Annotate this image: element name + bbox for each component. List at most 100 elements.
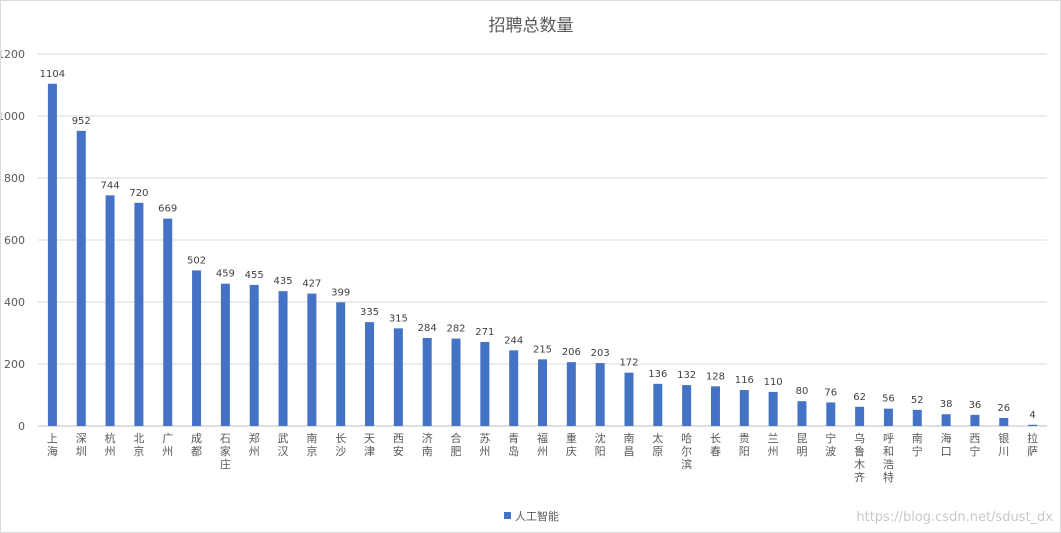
data-label: 1104 xyxy=(40,69,65,80)
bar-合肥 xyxy=(451,338,461,426)
data-label: 26 xyxy=(997,403,1010,414)
y-tick-label: 600 xyxy=(4,234,25,247)
category-label: 海口 xyxy=(941,431,952,458)
bar-拉萨 xyxy=(1028,424,1038,426)
bar-乌鲁木齐 xyxy=(855,406,865,426)
data-label: 455 xyxy=(245,270,264,281)
bar-北京 xyxy=(134,202,144,426)
data-label: 116 xyxy=(735,375,754,386)
category-label: 南昌 xyxy=(623,432,634,458)
bar-太原 xyxy=(653,383,663,426)
y-tick-label: 800 xyxy=(4,172,25,185)
bar-长沙 xyxy=(336,302,346,426)
category-label: 长春 xyxy=(710,432,721,458)
category-label: 武汉 xyxy=(278,432,289,458)
data-label: 720 xyxy=(129,188,148,199)
data-label: 282 xyxy=(446,324,465,335)
data-label: 215 xyxy=(533,344,552,355)
bar-沈阳 xyxy=(595,363,605,426)
legend: 人工智能 xyxy=(504,509,559,523)
chart-title: 招聘总数量 xyxy=(489,16,574,36)
data-label: 335 xyxy=(360,307,379,318)
bar-兰州 xyxy=(768,391,778,426)
bar-深圳 xyxy=(76,130,86,426)
category-label: 贵阳 xyxy=(739,432,750,458)
bar-石家庄 xyxy=(220,283,230,426)
data-label: 427 xyxy=(302,279,321,290)
category-label: 太原 xyxy=(652,432,663,458)
data-label: 52 xyxy=(911,395,924,406)
data-label: 399 xyxy=(331,287,350,298)
category-label: 天津 xyxy=(364,432,375,458)
category-label: 长沙 xyxy=(335,432,346,458)
data-label: 110 xyxy=(764,377,783,388)
category-label: 深圳 xyxy=(76,432,87,458)
bar-广州 xyxy=(163,218,173,426)
bar-福州 xyxy=(538,359,547,426)
bar-南宁 xyxy=(912,409,922,426)
data-label: 271 xyxy=(475,327,494,338)
data-label: 284 xyxy=(418,323,437,334)
bar-重庆 xyxy=(566,362,576,426)
bar-贵阳 xyxy=(739,390,749,426)
category-label: 重庆 xyxy=(566,431,577,458)
category-label: 郑州 xyxy=(249,431,260,458)
y-tick-label: 1200 xyxy=(1,48,25,61)
data-label: 76 xyxy=(824,387,837,398)
data-label: 435 xyxy=(273,276,292,287)
data-label: 62 xyxy=(853,392,866,403)
y-tick-label: 200 xyxy=(4,358,25,371)
data-label: 132 xyxy=(677,370,696,381)
data-label: 56 xyxy=(882,394,895,405)
category-label: 石家庄 xyxy=(220,432,231,471)
data-label: 206 xyxy=(562,347,581,358)
category-label: 呼和浩特 xyxy=(883,432,894,484)
category-label: 苏州 xyxy=(479,432,490,458)
data-label: 502 xyxy=(187,255,206,266)
category-label: 西安 xyxy=(393,432,404,458)
category-label: 乌鲁木齐 xyxy=(854,431,865,484)
bar-宁波 xyxy=(826,402,836,426)
bar-西安 xyxy=(393,328,403,426)
category-label: 兰州 xyxy=(768,432,779,458)
bar-昆明 xyxy=(797,401,807,426)
y-tick-label: 400 xyxy=(4,296,25,309)
category-label: 杭州 xyxy=(105,431,116,458)
category-label: 福州 xyxy=(537,431,548,458)
bar-青岛 xyxy=(509,350,519,426)
watermark: https://blog.csdn.net/sdust_dx xyxy=(856,510,1053,525)
gridlines xyxy=(38,53,1047,427)
category-label: 上海 xyxy=(47,432,58,458)
data-label: 4 xyxy=(1029,410,1035,421)
data-label: 203 xyxy=(591,348,610,359)
y-axis-ticks: 0 200 400 600 800 1000 1200 xyxy=(1,48,25,433)
bar-苏州 xyxy=(480,341,490,426)
data-label: 669 xyxy=(158,204,177,215)
category-label: 昆明 xyxy=(796,432,807,458)
bar-武汉 xyxy=(278,291,288,426)
category-label: 宁波 xyxy=(825,431,836,458)
bar-济南 xyxy=(422,337,432,426)
bar-长春 xyxy=(710,386,720,426)
data-label: 315 xyxy=(389,313,408,324)
bar-成都 xyxy=(192,270,202,426)
bar-南京 xyxy=(307,293,317,426)
category-label: 合肥 xyxy=(451,431,462,458)
bar-上海 xyxy=(47,83,57,426)
category-label: 银川 xyxy=(998,431,1009,458)
data-label: 128 xyxy=(706,371,725,382)
data-label: 744 xyxy=(101,180,120,191)
data-label: 38 xyxy=(940,399,953,410)
data-label: 36 xyxy=(969,400,982,411)
category-label: 沈阳 xyxy=(595,431,606,458)
category-label: 哈尔滨 xyxy=(681,432,692,471)
data-label: 952 xyxy=(72,116,91,127)
legend-label: 人工智能 xyxy=(515,509,559,523)
category-label: 青岛 xyxy=(508,432,519,458)
bar-天津 xyxy=(365,322,375,426)
y-tick-label: 0 xyxy=(18,420,25,433)
data-label: 459 xyxy=(216,269,235,280)
